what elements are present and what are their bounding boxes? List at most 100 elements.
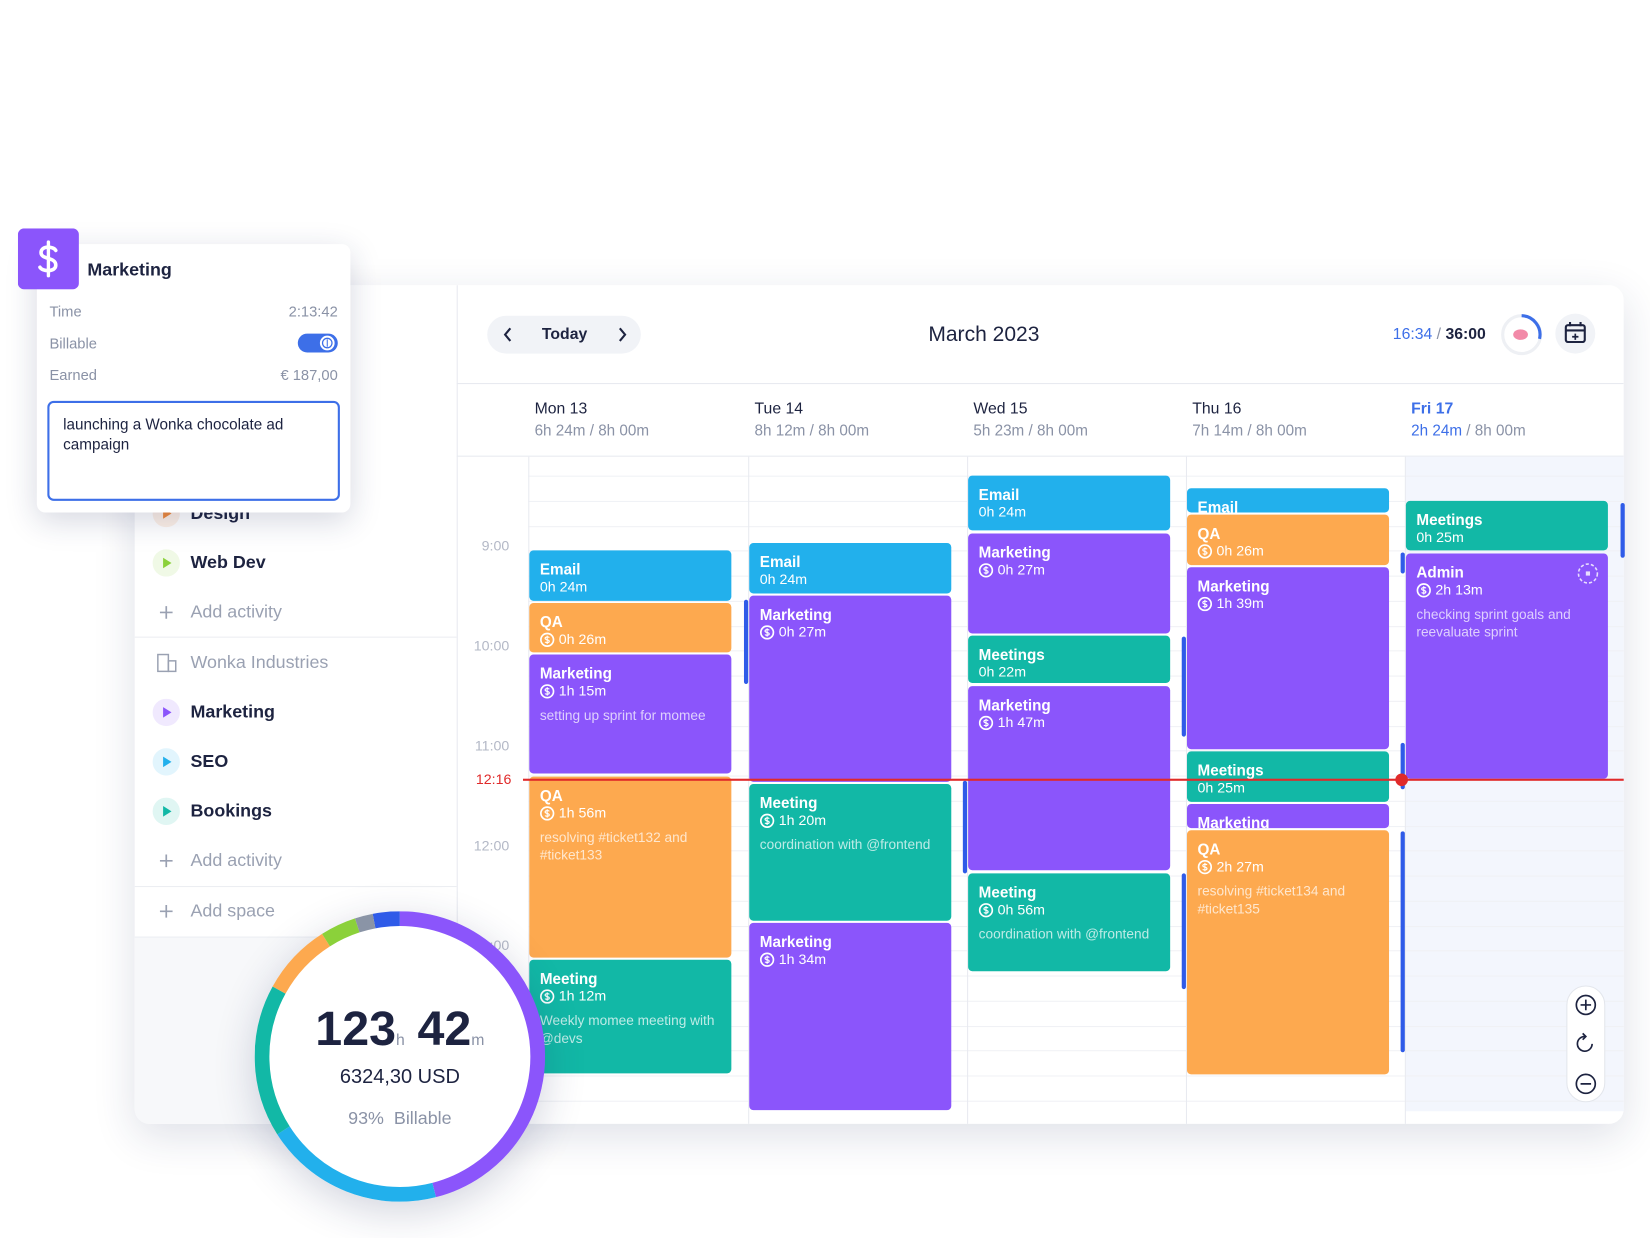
add-icon bbox=[159, 854, 173, 868]
event-title: Marketing bbox=[978, 545, 1051, 562]
billable-icon bbox=[1197, 859, 1213, 875]
event[interactable]: Meeting 1h 20m coordination with @frontend bbox=[749, 783, 952, 921]
sidebar-label: Add space bbox=[190, 900, 276, 921]
day-goal: 8h 00m bbox=[1255, 423, 1307, 440]
resize-handle bbox=[1181, 873, 1186, 990]
event[interactable]: Marketing bbox=[1186, 803, 1390, 829]
event[interactable]: Meetings 0h 25m bbox=[1186, 751, 1390, 802]
activity-icon bbox=[152, 797, 180, 826]
event[interactable]: Email 0h 24m bbox=[968, 475, 1171, 531]
donut-segment bbox=[277, 1126, 436, 1202]
resize-handle bbox=[1620, 502, 1625, 558]
event[interactable]: QA 0h 26m bbox=[1186, 514, 1390, 566]
sidebar-item[interactable]: Add space bbox=[153, 896, 275, 928]
sidebar-item[interactable]: Web Dev bbox=[152, 547, 266, 579]
today-button[interactable]: Today bbox=[541, 325, 588, 344]
event-note: resolving #ticket134 and #ticket135 bbox=[1197, 882, 1346, 917]
zoom-in[interactable] bbox=[1575, 994, 1597, 1016]
sidebar-label: Add activity bbox=[190, 601, 282, 622]
event[interactable]: Email 0h 24m bbox=[529, 550, 732, 601]
sidebar-label: SEO bbox=[190, 751, 229, 772]
day-name: Tue 14 bbox=[754, 399, 804, 418]
sidebar-item[interactable]: Marketing bbox=[152, 697, 275, 729]
event-note: coordination with @frontend bbox=[978, 926, 1150, 942]
event[interactable]: Email bbox=[1186, 488, 1390, 513]
event[interactable]: Meeting 1h 12m Weekly momee meeting with @… bbox=[529, 959, 732, 1074]
billable-toggle[interactable] bbox=[297, 333, 339, 354]
donut-segment bbox=[272, 933, 331, 994]
event[interactable]: Meetings 0h 25m bbox=[1405, 500, 1608, 551]
billable-share: 93% bbox=[348, 1108, 384, 1129]
billable-icon bbox=[978, 715, 994, 731]
event[interactable]: Meeting 0h 56m coordination with @frontend bbox=[968, 873, 1171, 972]
event[interactable]: Marketing 1h 34m bbox=[749, 922, 952, 1111]
event-title: Marketing bbox=[539, 666, 612, 683]
row-label: Time bbox=[49, 303, 82, 320]
donut-segment bbox=[372, 911, 401, 929]
hours: 123 bbox=[315, 1000, 397, 1056]
sidebar-item[interactable]: SEO bbox=[152, 746, 229, 778]
sidebar-item[interactable]: Add activity bbox=[153, 597, 282, 629]
hours-unit: h bbox=[396, 1031, 405, 1050]
sidebar-label: Bookings bbox=[190, 800, 272, 821]
event[interactable]: Marketing 1h 47m bbox=[968, 686, 1171, 871]
event-duration: 1h 34m bbox=[778, 951, 827, 968]
event-title: Marketing bbox=[759, 934, 832, 952]
event[interactable]: QA 1h 56m resolving #ticket132 and #ticket… bbox=[529, 776, 732, 958]
day-goal: 8h 00m bbox=[1474, 423, 1526, 440]
event-duration: 0h 22m bbox=[978, 664, 1027, 680]
focus-button[interactable] bbox=[1500, 313, 1544, 357]
grid-line bbox=[528, 975, 1624, 977]
calendar-button[interactable] bbox=[1554, 313, 1596, 355]
grid-line bbox=[528, 1100, 1624, 1102]
sidebar-item[interactable]: Wonka Industries bbox=[153, 647, 328, 679]
donut-segment bbox=[354, 913, 376, 933]
prev-button[interactable] bbox=[498, 324, 519, 345]
event[interactable]: QA 2h 27m resolving #ticket134 and #ticket… bbox=[1186, 830, 1390, 1075]
event-note: coordination with @frontend bbox=[759, 836, 931, 853]
event-title: Admin bbox=[1416, 565, 1464, 582]
donut-segment bbox=[254, 986, 290, 1135]
event-title: Email bbox=[759, 554, 801, 572]
event-duration: 0h 24m bbox=[539, 578, 588, 595]
time-label: 9:00 bbox=[481, 537, 510, 554]
note-input[interactable]: launching a Wonka chocolate ad campaign bbox=[47, 400, 340, 501]
event-duration-row: 0h 24m bbox=[979, 504, 1160, 521]
zoom-out[interactable] bbox=[1575, 1073, 1597, 1095]
event[interactable]: Meetings 0h 22m bbox=[968, 635, 1171, 683]
event[interactable]: Marketing 1h 39m bbox=[1186, 567, 1390, 750]
time-label: 12:00 bbox=[473, 837, 510, 854]
event[interactable]: Marketing 0h 27m bbox=[749, 595, 952, 782]
week-separator: / bbox=[1436, 325, 1442, 344]
billable-icon bbox=[759, 952, 775, 967]
summary-amount: 6324,30 USD bbox=[339, 1065, 460, 1089]
event-note: setting up sprint for momee bbox=[539, 707, 706, 723]
event[interactable]: QA 0h 26m bbox=[529, 602, 732, 653]
billable-icon bbox=[540, 632, 555, 647]
billable-icon bbox=[759, 625, 775, 640]
event-title: Meeting bbox=[759, 795, 818, 813]
sidebar-item[interactable]: Add activity bbox=[153, 845, 282, 877]
summary-donut bbox=[254, 911, 546, 1202]
donut-segment bbox=[399, 911, 546, 1198]
event-duration-row: 0h 27m bbox=[759, 624, 941, 641]
sidebar-item[interactable]: Bookings bbox=[152, 796, 272, 828]
minutes-unit: m bbox=[471, 1031, 485, 1050]
event[interactable]: Marketing 0h 27m bbox=[968, 533, 1171, 634]
event-duration-row: 1h 34m bbox=[759, 951, 941, 968]
event[interactable]: Admin 2h 13m checking sprint goals and ree… bbox=[1405, 553, 1608, 779]
billable-icon bbox=[1197, 544, 1213, 559]
week-goal: 36:00 bbox=[1445, 325, 1486, 344]
event[interactable]: Marketing 1h 15m setting up sprint for mom… bbox=[529, 654, 732, 774]
next-button[interactable] bbox=[611, 324, 632, 345]
event-duration-row: 1h 15m bbox=[540, 683, 721, 700]
event-duration-row: 1h 56m bbox=[540, 805, 721, 822]
event-title: Email bbox=[1197, 499, 1239, 513]
row-label: Billable bbox=[49, 334, 97, 352]
event[interactable]: Email 0h 24m bbox=[749, 542, 952, 594]
row-label: Earned bbox=[49, 366, 97, 384]
grid-line bbox=[528, 1050, 1624, 1052]
zoom-reset[interactable] bbox=[1576, 1032, 1593, 1053]
event-title: Marketing bbox=[978, 697, 1051, 715]
